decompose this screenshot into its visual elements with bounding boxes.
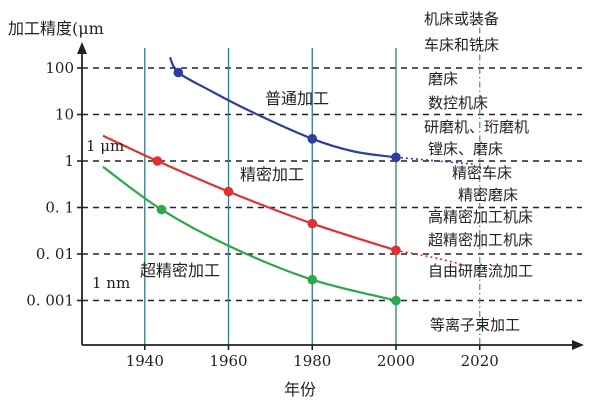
data-point <box>152 156 163 166</box>
y-axis-arrow <box>77 42 87 54</box>
data-point <box>223 186 234 197</box>
data-point <box>156 204 167 215</box>
series-extension <box>395 156 476 166</box>
x-tick-label: 1960 <box>209 352 247 370</box>
data-point <box>307 218 318 229</box>
equipment-item: 数控机床 <box>428 94 488 112</box>
y-tick-label: 0. 001 <box>26 292 74 310</box>
equipment-header: 机床或装备 <box>424 10 499 28</box>
equipment-item: 车床和铣床 <box>424 36 499 54</box>
data-point <box>391 295 401 306</box>
x-axis-arrow <box>572 340 584 350</box>
data-point <box>307 134 318 144</box>
equipment-item: 精密车床 <box>452 164 512 182</box>
equipment-item: 高精密加工机床 <box>428 208 533 226</box>
y-tick-label: 1 <box>64 152 74 170</box>
data-point <box>307 274 318 285</box>
x-tick-label: 1980 <box>293 352 331 370</box>
x-tick-label: 2000 <box>377 352 415 370</box>
equipment-item: 超精密加工机床 <box>428 231 533 249</box>
x-axis-label: 年份 <box>284 380 316 399</box>
axes: 100 10 1 0. 1 0. 01 0. 001 1940 1960 1980 2000 202… <box>26 42 584 370</box>
annotation-1nm: 1 nm <box>92 274 130 292</box>
data-point <box>391 245 401 256</box>
y-axis-label: 加工精度(μm <box>8 19 104 38</box>
series-label-precision: 精密加工 <box>240 165 304 184</box>
data-point <box>391 152 401 163</box>
label-layer: 加工精度(μm 年份 1 μm 1 nm 普通加工 精密加工 超精密加工 机床或… <box>8 10 533 399</box>
series-line <box>102 165 397 302</box>
equipment-item: 镗床、磨床 <box>428 140 503 158</box>
equipment-item: 等离子束加工 <box>430 316 520 334</box>
grid-lines <box>82 14 582 345</box>
series-label-ultraprecision: 超精密加工 <box>140 261 220 280</box>
x-tick-label: 2020 <box>461 352 499 370</box>
series-label-conventional: 普通加工 <box>265 89 329 108</box>
equipment-item: 研磨机、珩磨机 <box>424 118 529 136</box>
equipment-item: 自由研磨流加工 <box>428 262 533 280</box>
equipment-item: 精密磨床 <box>458 186 518 204</box>
data-point <box>173 67 184 78</box>
equipment-item: 磨床 <box>428 70 458 88</box>
x-tick-label: 1940 <box>126 352 164 370</box>
annotation-1um: 1 μm <box>86 137 124 155</box>
y-tick-label: 0. 01 <box>36 245 74 263</box>
y-tick-label: 100 <box>45 59 74 77</box>
series-line <box>102 134 397 252</box>
y-tick-label: 0. 1 <box>45 199 74 217</box>
series-layer <box>102 56 476 306</box>
y-tick-label: 10 <box>55 106 74 124</box>
